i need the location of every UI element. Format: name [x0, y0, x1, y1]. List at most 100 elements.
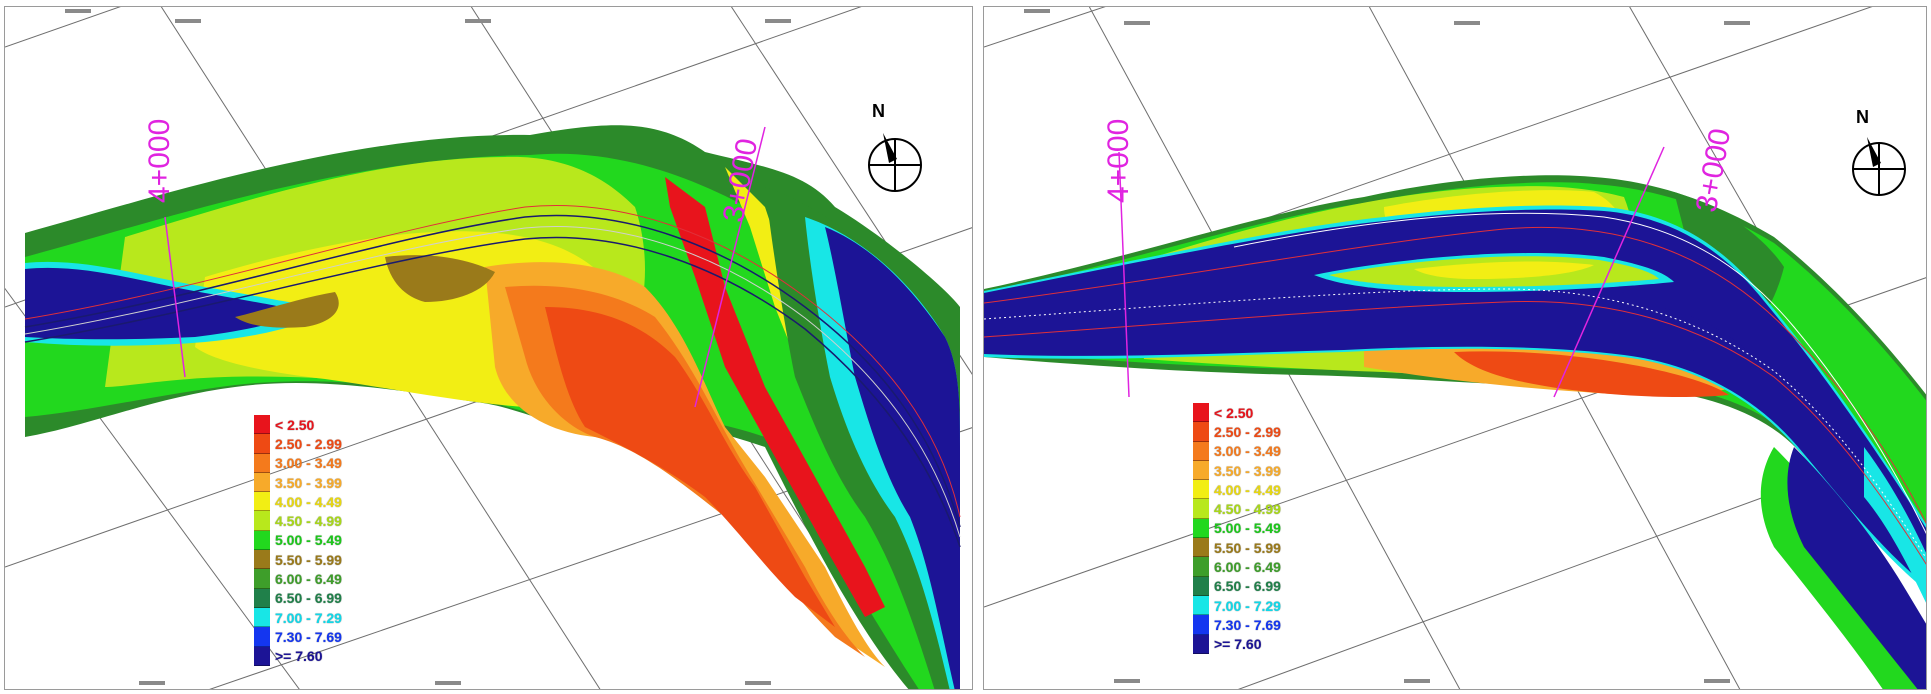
legend-item: 3.50 - 3.99 [254, 472, 342, 493]
legend-label: 3.00 - 3.49 [1214, 443, 1281, 460]
station-label-4000: 4+000 [1102, 118, 1135, 203]
legend-label: 6.00 - 6.49 [275, 571, 342, 588]
legend-label: >= 7.60 [275, 648, 323, 665]
legend-swatch [1193, 518, 1209, 539]
station-label-4000: 4+000 [143, 118, 176, 203]
legend-label: 4.00 - 4.49 [275, 493, 342, 510]
channel-alignment-lines [24, 204, 961, 548]
legend-swatch [1193, 576, 1209, 596]
legend-label: 7.30 - 7.69 [275, 628, 342, 645]
depth-surface [25, 125, 960, 689]
legend-swatch [1193, 557, 1209, 577]
legend-label: 2.50 - 2.99 [275, 435, 342, 452]
depth-legend-left: < 2.50 2.50 - 2.99 3.00 - 3.49 3.50 - 3.99 4… [254, 415, 342, 666]
legend-label: 7.30 - 7.69 [1214, 616, 1281, 633]
legend-label: 4.50 - 4.99 [1214, 501, 1281, 518]
legend-label: 3.50 - 3.99 [1214, 462, 1281, 479]
map-panel-left: 4+000 3+000 N < 2.50 2.50 - 2.99 3.00 - 3.… [4, 6, 973, 690]
legend-swatch [1193, 595, 1209, 616]
legend-item: 7.00 - 7.29 [1193, 595, 1281, 616]
legend-item: 7.00 - 7.29 [254, 607, 342, 628]
legend-label: 3.00 - 3.49 [275, 455, 342, 472]
grid-coordinate-labels [1024, 9, 1750, 683]
depth-legend-right: < 2.50 2.50 - 2.99 3.00 - 3.49 3.50 - 3.99 4… [1193, 403, 1281, 654]
legend-swatch [254, 453, 270, 473]
channel-alignment-lines [984, 212, 1926, 565]
legend-item: 7.30 - 7.69 [254, 627, 342, 647]
legend-item: 5.50 - 5.99 [1193, 538, 1281, 558]
legend-label: < 2.50 [275, 416, 315, 433]
legend-item: 2.50 - 2.99 [1193, 422, 1281, 442]
legend-item: 6.00 - 6.49 [1193, 557, 1281, 577]
legend-swatch [1193, 460, 1209, 481]
legend-swatch [254, 415, 270, 435]
legend-item: 5.00 - 5.49 [254, 530, 342, 551]
legend-label: 4.50 - 4.99 [275, 513, 342, 530]
legend-label: 7.00 - 7.29 [1214, 597, 1281, 614]
legend-item: 4.50 - 4.99 [254, 511, 342, 531]
legend-swatch [1193, 615, 1209, 635]
legend-swatch [254, 530, 270, 551]
legend-item: 7.30 - 7.69 [1193, 615, 1281, 635]
legend-item: 5.50 - 5.99 [254, 550, 342, 570]
grid-coordinate-labels [65, 9, 791, 685]
legend-item: 4.50 - 4.99 [1193, 499, 1281, 519]
legend-swatch [254, 588, 270, 608]
legend-label: 4.00 - 4.49 [1214, 481, 1281, 498]
legend-swatch [254, 492, 270, 512]
station-ticks [164, 126, 766, 408]
north-label: N [872, 101, 885, 121]
north-indicator: N [1847, 107, 1917, 201]
north-arrow-icon [1852, 137, 1906, 196]
legend-swatch [254, 627, 270, 647]
legend-label: 3.50 - 3.99 [275, 474, 342, 491]
legend-label: 5.00 - 5.49 [275, 532, 342, 549]
legend-item: 6.50 - 6.99 [1193, 576, 1281, 596]
legend-swatch [1193, 441, 1209, 461]
legend-item: < 2.50 [1193, 403, 1281, 423]
legend-item: 5.00 - 5.49 [1193, 518, 1281, 539]
legend-label: 6.00 - 6.49 [1214, 559, 1281, 576]
depth-surface [984, 175, 1926, 689]
legend-item: < 2.50 [254, 415, 342, 435]
legend-swatch [254, 607, 270, 628]
legend-swatch [254, 569, 270, 589]
legend-swatch [1193, 499, 1209, 519]
legend-label: 2.50 - 2.99 [1214, 423, 1281, 440]
legend-item: 3.00 - 3.49 [1193, 441, 1281, 461]
legend-swatch [1193, 422, 1209, 442]
north-arrow-icon [868, 133, 922, 192]
bathymetry-map-right [984, 7, 1926, 689]
legend-item: 6.50 - 6.99 [254, 588, 342, 608]
legend-item: 4.00 - 4.49 [254, 492, 342, 512]
station-ticks [1118, 146, 1665, 398]
legend-swatch [254, 472, 270, 493]
legend-swatch [254, 550, 270, 570]
legend-item: >= 7.60 [1193, 634, 1281, 654]
legend-item: 4.00 - 4.49 [1193, 480, 1281, 500]
legend-swatch [254, 511, 270, 531]
legend-swatch [1193, 480, 1209, 500]
legend-item: 6.00 - 6.49 [254, 569, 342, 589]
bathymetry-map-left [5, 7, 972, 689]
legend-item: >= 7.60 [254, 646, 342, 666]
north-indicator: N [863, 101, 933, 195]
legend-swatch [254, 646, 270, 666]
legend-swatch [1193, 403, 1209, 423]
legend-swatch [254, 434, 270, 454]
north-label: N [1856, 107, 1869, 127]
legend-swatch [1193, 634, 1209, 654]
legend-label: 5.00 - 5.49 [1214, 520, 1281, 537]
legend-label: 5.50 - 5.99 [1214, 539, 1281, 556]
legend-label: 6.50 - 6.99 [275, 590, 342, 607]
legend-label: 5.50 - 5.99 [275, 551, 342, 568]
legend-label: < 2.50 [1214, 404, 1254, 421]
legend-item: 3.50 - 3.99 [1193, 460, 1281, 481]
legend-label: >= 7.60 [1214, 636, 1262, 653]
legend-label: 7.00 - 7.29 [275, 609, 342, 626]
legend-item: 2.50 - 2.99 [254, 434, 342, 454]
map-panel-right: 4+000 3+000 N < 2.50 2.50 - 2.99 3.00 - 3.… [983, 6, 1927, 690]
legend-label: 6.50 - 6.99 [1214, 578, 1281, 595]
legend-swatch [1193, 538, 1209, 558]
legend-item: 3.00 - 3.49 [254, 453, 342, 473]
